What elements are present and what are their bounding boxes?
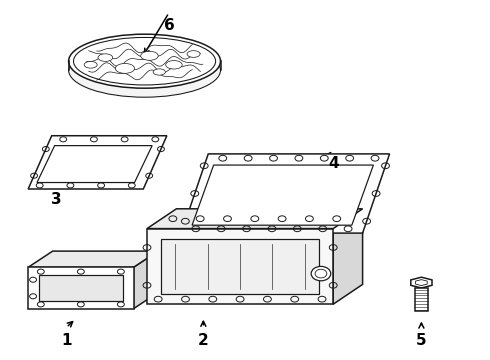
Ellipse shape (115, 63, 135, 73)
Polygon shape (411, 277, 432, 288)
Text: 4: 4 (328, 156, 339, 171)
Ellipse shape (69, 43, 220, 97)
Text: 1: 1 (61, 333, 72, 348)
Ellipse shape (84, 62, 97, 68)
Polygon shape (333, 209, 363, 304)
Ellipse shape (187, 51, 200, 57)
Polygon shape (28, 136, 167, 189)
Ellipse shape (141, 51, 158, 60)
Polygon shape (192, 165, 373, 225)
Polygon shape (181, 154, 390, 233)
Polygon shape (39, 275, 122, 301)
Ellipse shape (98, 54, 113, 61)
Polygon shape (37, 145, 152, 183)
Polygon shape (28, 267, 133, 309)
Text: 3: 3 (51, 192, 62, 207)
Text: 5: 5 (416, 333, 427, 348)
Ellipse shape (153, 69, 165, 75)
Ellipse shape (69, 34, 220, 88)
Bar (416, 288, 427, 311)
Polygon shape (161, 239, 319, 294)
Ellipse shape (74, 37, 216, 85)
Polygon shape (147, 209, 363, 229)
Text: 6: 6 (164, 18, 174, 33)
Polygon shape (416, 280, 427, 285)
Polygon shape (133, 251, 158, 309)
Circle shape (311, 266, 331, 281)
Text: 2: 2 (198, 333, 209, 348)
Ellipse shape (166, 60, 182, 69)
Polygon shape (28, 251, 158, 267)
Polygon shape (147, 229, 333, 304)
